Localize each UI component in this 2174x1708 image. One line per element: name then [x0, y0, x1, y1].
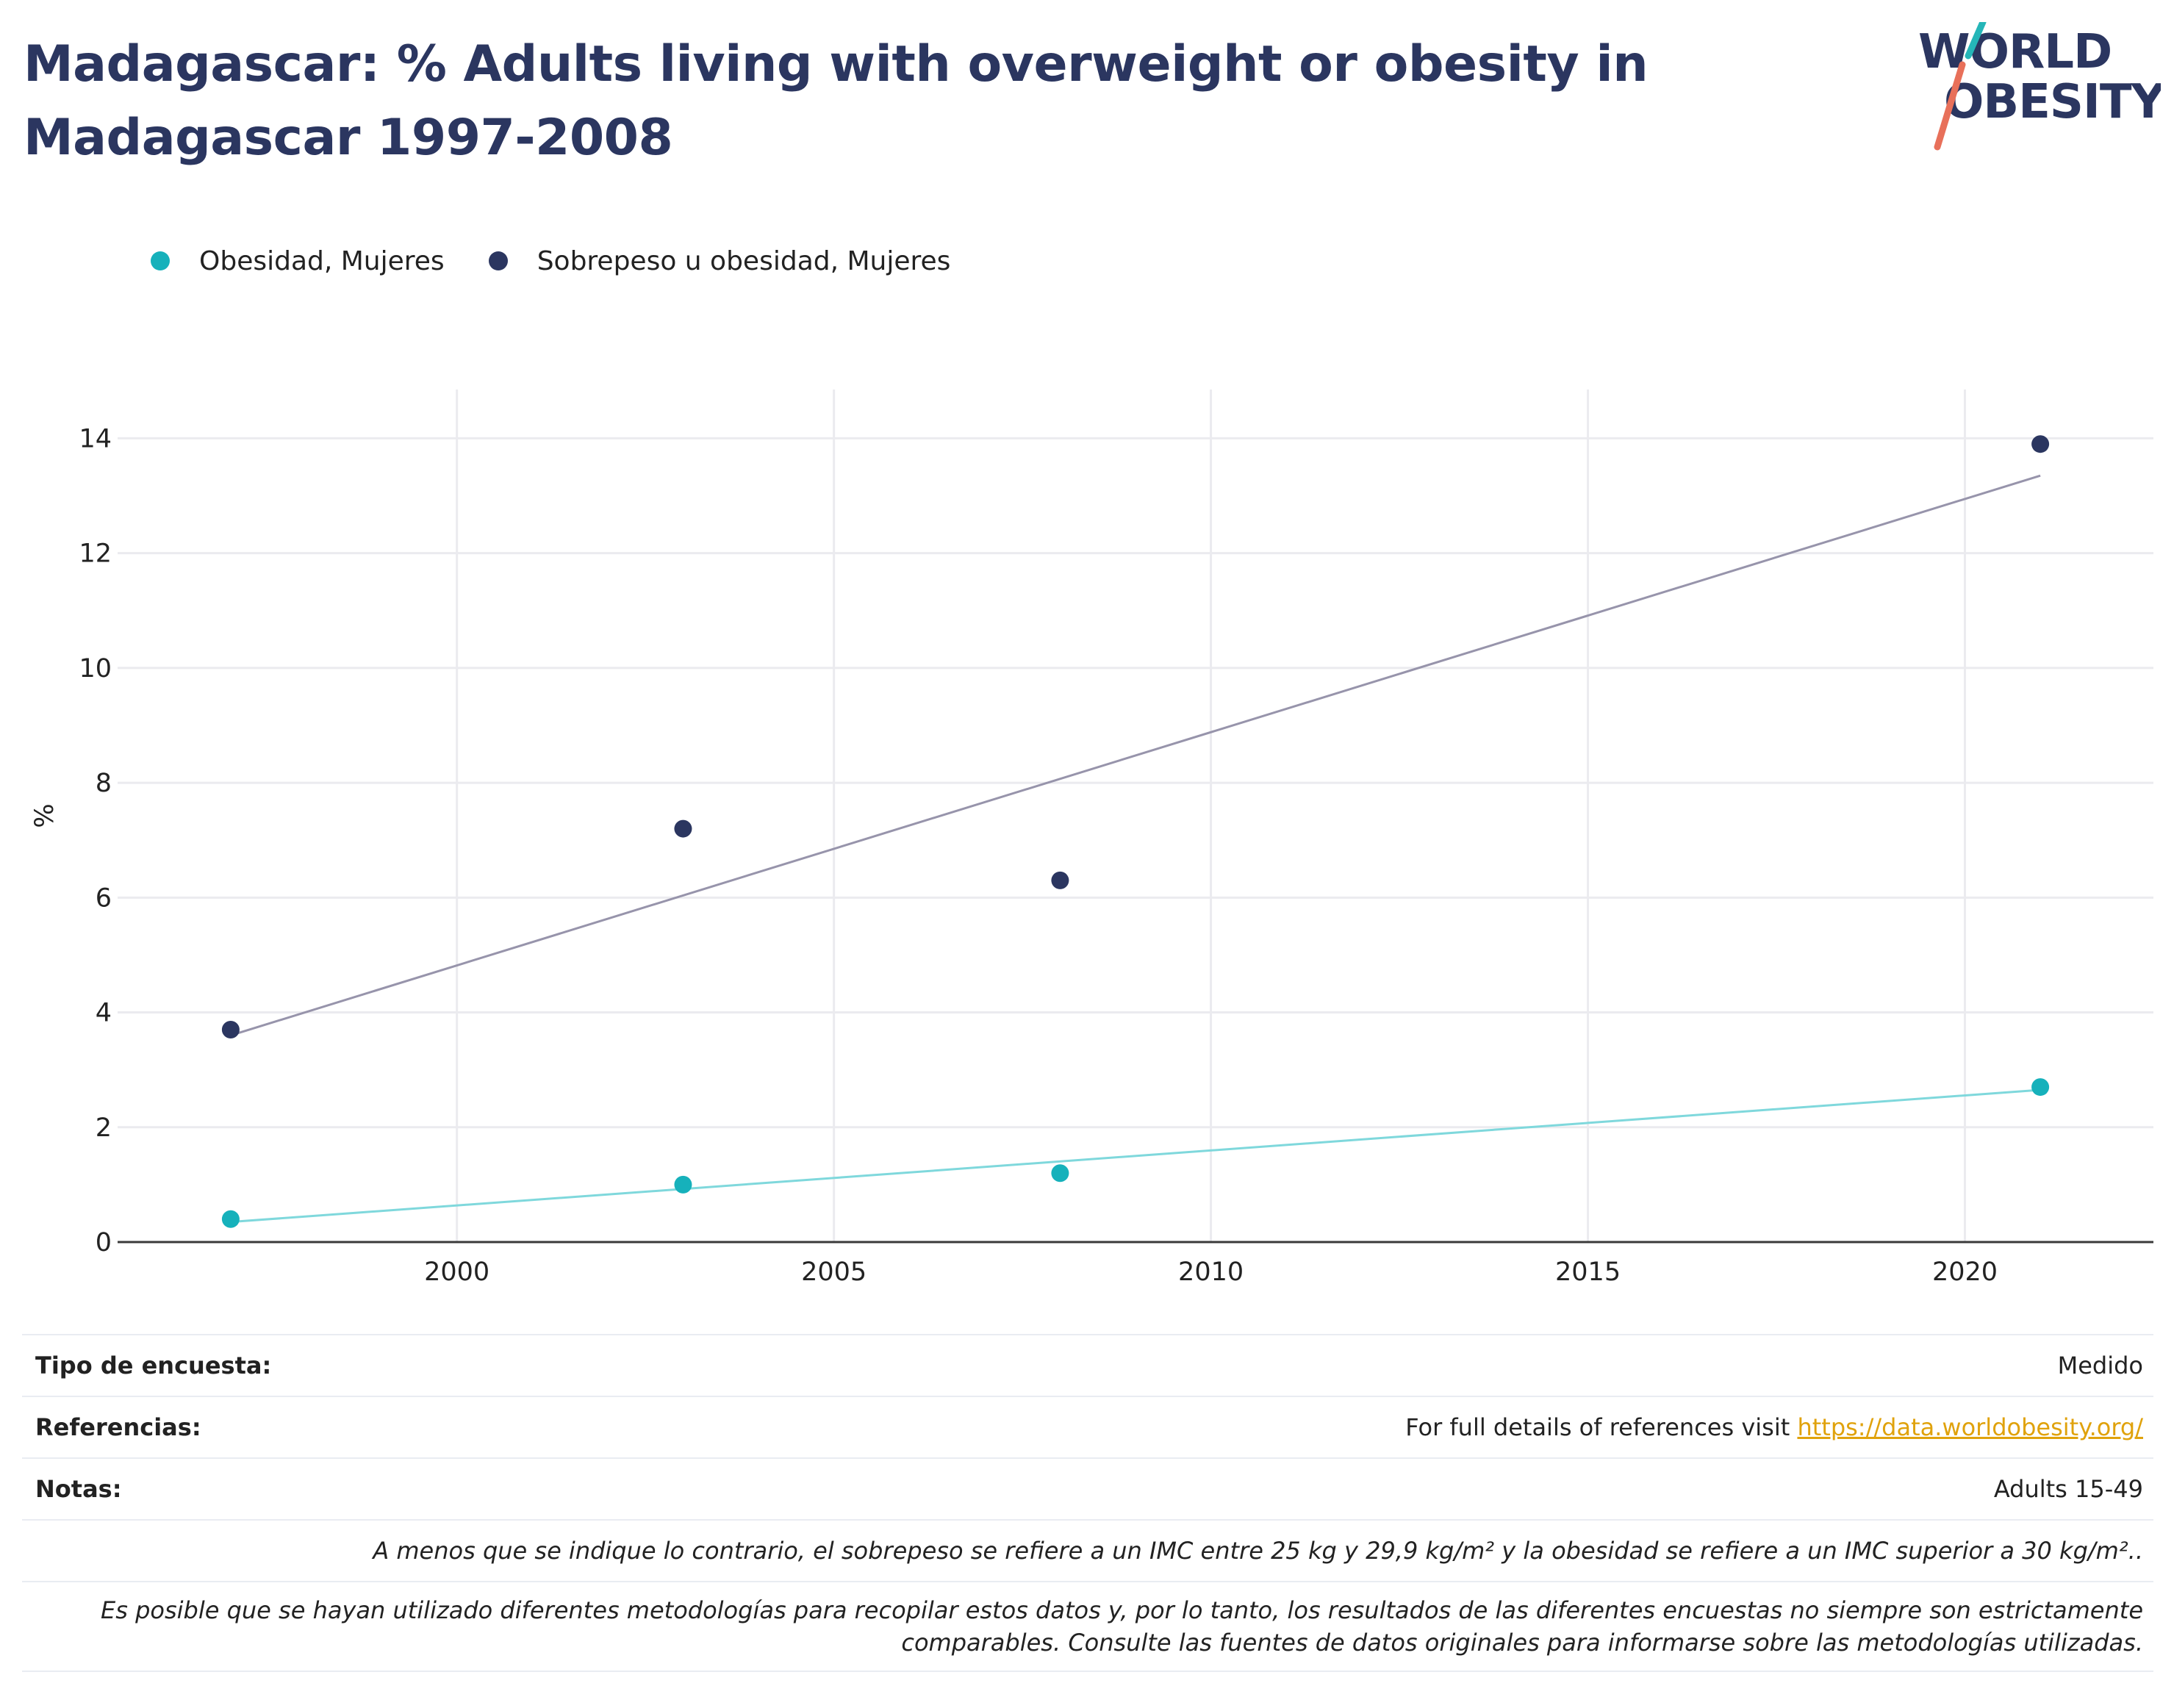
- y-tick-label-12: 12: [79, 539, 112, 569]
- point-series-0-2008[interactable]: [1051, 1164, 1069, 1183]
- methods-note-row: Es posible que se hayan utilizado difere…: [22, 1581, 2153, 1672]
- point-series-1-2008[interactable]: [1051, 871, 1069, 889]
- point-series-0-2021[interactable]: [2031, 1078, 2050, 1097]
- x-tick-label-2020: 2020: [1932, 1257, 1998, 1287]
- methods-note: Es posible que se hayan utilizado difere…: [101, 1594, 2153, 1659]
- x-tick-label-2015: 2015: [1555, 1257, 1621, 1287]
- legend-label-obesity: Obesidad, Mujeres: [199, 245, 445, 276]
- point-series-1-2003[interactable]: [674, 819, 692, 838]
- y-tick-label-14: 14: [79, 424, 112, 453]
- survey-type-label: Tipo de encuesta:: [35, 1352, 272, 1379]
- references-link[interactable]: https://data.worldobesity.org/: [1797, 1413, 2143, 1441]
- x-tick-label-2000: 2000: [424, 1257, 489, 1287]
- survey-type-row: Tipo de encuesta: Medido: [22, 1334, 2153, 1396]
- point-series-1-1997[interactable]: [221, 1020, 240, 1038]
- axes: 2000 2005 2010 2015 2020 0 2 4 6 8 10 12 14%: [30, 424, 2153, 1287]
- y-tick-label-10: 10: [79, 654, 112, 683]
- legend-item-obesity[interactable]: Obesidad, Mujeres: [151, 246, 445, 276]
- page-title: Madagascar: % Adults living with overwei…: [24, 35, 1649, 167]
- legend-marker-overweight: [488, 251, 508, 270]
- references-row: Referencias: For full details of referen…: [22, 1396, 2153, 1457]
- chart-legend: Obesidad, Mujeres Sobrepeso u obesidad, …: [151, 243, 994, 279]
- methods-note-line-2: comparables. Consulte las fuentes de dat…: [901, 1629, 2143, 1657]
- point-series-0-1997[interactable]: [221, 1210, 240, 1228]
- y-tick-label-2: 2: [96, 1113, 112, 1143]
- logo-text-obesity: OBESITY: [1944, 75, 2161, 129]
- references-value: For full details of references visit htt…: [1405, 1413, 2153, 1441]
- data-points: [221, 435, 2050, 1228]
- y-tick-label-4: 4: [96, 999, 112, 1028]
- trendline-series-1: [230, 474, 2041, 1037]
- grid-lines: [118, 390, 2153, 1242]
- bmi-note-row: A menos que se indique lo contrario, el …: [22, 1519, 2153, 1581]
- methods-note-line-1: Es posible que se hayan utilizado difere…: [101, 1596, 2143, 1624]
- logo-slash-coral-icon: [1934, 61, 1966, 151]
- legend-label-overweight: Sobrepeso u obesidad, Mujeres: [537, 245, 951, 276]
- info-table: Tipo de encuesta: Medido Referencias: Fo…: [22, 1334, 2153, 1672]
- trendline-series-0: [230, 1088, 2041, 1224]
- y-tick-label-8: 8: [96, 769, 112, 798]
- legend-item-overweight[interactable]: Sobrepeso u obesidad, Mujeres: [488, 245, 951, 276]
- y-tick-label-6: 6: [96, 883, 112, 913]
- point-series-1-2021[interactable]: [2031, 435, 2050, 453]
- logo-slash-teal-icon: [1965, 22, 1987, 60]
- bmi-note: A menos que se indique lo contrario, el …: [373, 1537, 2143, 1565]
- survey-type-value: Medido: [2057, 1352, 2143, 1379]
- scatter-chart: 2000 2005 2010 2015 2020 0 2 4 6 8 10 12 14%: [30, 390, 2153, 1287]
- references-label: Referencias:: [35, 1413, 201, 1441]
- trendlines: [230, 474, 2041, 1224]
- y-axis-label: %: [30, 803, 60, 828]
- world-obesity-logo: WORLD OBESITY: [1918, 22, 2161, 151]
- y-tick-label-0: 0: [96, 1228, 112, 1257]
- references-text: For full details of references visit: [1405, 1413, 1798, 1441]
- notes-value: Adults 15-49: [1993, 1475, 2143, 1503]
- x-tick-label-2005: 2005: [801, 1257, 867, 1287]
- notes-label: Notas:: [35, 1475, 122, 1503]
- logo-text-world: WORLD: [1918, 25, 2112, 79]
- x-tick-label-2010: 2010: [1178, 1257, 1244, 1287]
- legend-marker-obesity: [151, 251, 170, 270]
- point-series-0-2003[interactable]: [674, 1175, 692, 1194]
- notes-row: Notas: Adults 15-49: [22, 1457, 2153, 1519]
